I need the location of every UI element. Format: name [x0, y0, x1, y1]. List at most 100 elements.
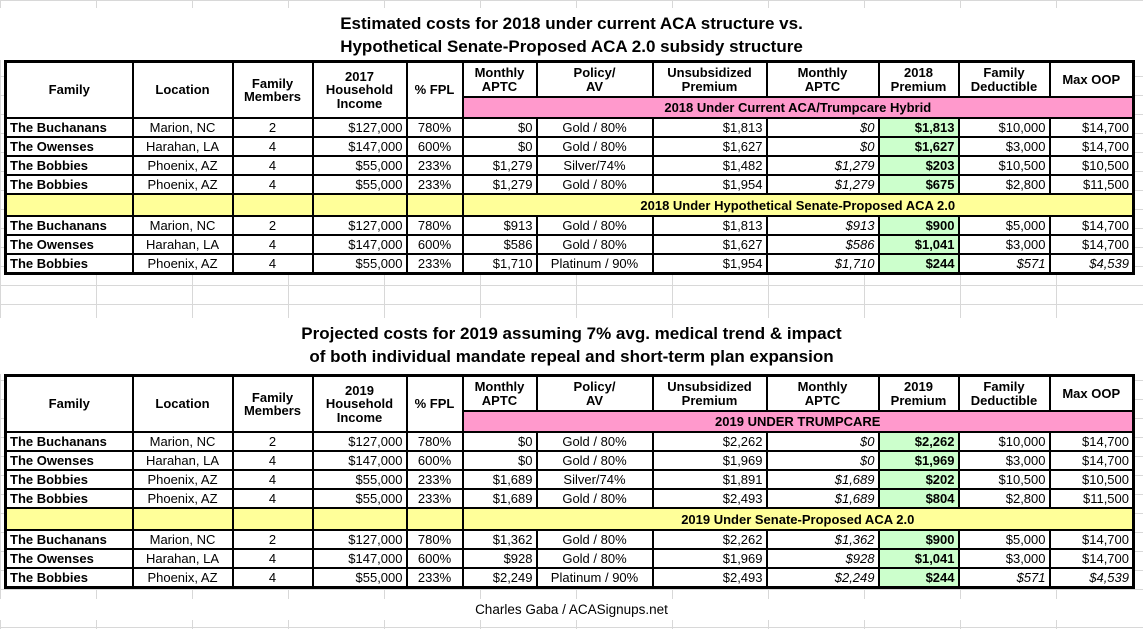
cell: $2,262: [651, 431, 768, 452]
cell: 600%: [405, 548, 464, 569]
cell: $55,000: [311, 469, 408, 490]
cell: 2: [231, 215, 314, 236]
cell: 233%: [405, 469, 464, 490]
cell: 780%: [405, 529, 464, 550]
section-banner: 2019 UNDER TRUMPCARE: [461, 410, 1135, 433]
cell: $147,000: [311, 548, 408, 569]
cell: 233%: [405, 488, 464, 509]
separator-cell: [4, 193, 134, 217]
cell: $14,700: [1048, 450, 1135, 471]
cell: $11,500: [1048, 174, 1135, 195]
cell: $11,500: [1048, 488, 1135, 509]
cell: Harahan, LA: [131, 450, 234, 471]
table-row: The Buchanans Marion, NC 2 $127,000 780% $913…: [4, 215, 1135, 236]
cell: Marion, NC: [131, 117, 234, 138]
column-header: Monthly APTC: [461, 374, 538, 412]
cell: $127,000: [311, 117, 408, 138]
separator-banner-row: 2018 Under Hypothetical Senate-Proposed …: [4, 193, 1135, 217]
cell: $1,689: [765, 469, 880, 490]
column-header: Monthly APTC: [461, 60, 538, 98]
separator-cell: [131, 507, 234, 531]
cell: $1,891: [651, 469, 768, 490]
cell: Platinum / 90%: [535, 567, 654, 588]
column-header: Policy/ AV: [535, 60, 654, 98]
cell: $147,000: [311, 234, 408, 255]
separator-cell: [231, 507, 314, 531]
family-cell: The Buchanans: [4, 529, 134, 550]
cost-table-2018: Family Location Family Members 2017 Househo…: [4, 60, 1135, 275]
cell: 4: [231, 174, 314, 195]
cell: $1,689: [461, 488, 538, 509]
cell: 233%: [405, 567, 464, 588]
table-row: The Bobbies Phoenix, AZ 4 $55,000 233% $1,279…: [4, 155, 1135, 176]
table2-title: Projected costs for 2019 assuming 7% avg…: [0, 318, 1143, 374]
cell: $1,969: [651, 548, 768, 569]
cell: $1,362: [461, 529, 538, 550]
cell: $10,500: [957, 155, 1051, 176]
cell: 600%: [405, 234, 464, 255]
cell: Phoenix, AZ: [131, 567, 234, 588]
section-banner: 2018 Under Current ACA/Trumpcare Hybrid: [461, 96, 1135, 119]
separator-cell: [405, 507, 464, 531]
column-header: Family Members: [231, 60, 314, 119]
column-header: Max OOP: [1048, 60, 1135, 98]
family-cell: The Bobbies: [4, 253, 134, 274]
cell: $55,000: [311, 155, 408, 176]
cell: $10,000: [957, 117, 1051, 138]
cell: $1,041: [877, 548, 960, 569]
cell: $586: [765, 234, 880, 255]
cell: Phoenix, AZ: [131, 155, 234, 176]
cell: $55,000: [311, 174, 408, 195]
cell: $147,000: [311, 136, 408, 157]
column-header: 2017 Household Income: [311, 60, 408, 119]
cell: $1,279: [461, 155, 538, 176]
cost-table-2019: Family Location Family Members 2019 Househo…: [4, 374, 1135, 589]
cell: Gold / 80%: [535, 548, 654, 569]
cell: $1,627: [651, 136, 768, 157]
column-header: 2018 Premium: [877, 60, 960, 98]
separator-cell: [311, 193, 408, 217]
cell: $0: [461, 450, 538, 471]
separator-banner-row: 2019 Under Senate-Proposed ACA 2.0: [4, 507, 1135, 531]
cell: $10,500: [957, 469, 1051, 490]
cell: 4: [231, 234, 314, 255]
cell: 2: [231, 529, 314, 550]
separator-cell: [405, 193, 464, 217]
section-banner: 2019 Under Senate-Proposed ACA 2.0: [461, 507, 1135, 531]
cell: $244: [877, 253, 960, 274]
cell: $4,539: [1048, 253, 1135, 274]
cell: $14,700: [1048, 215, 1135, 236]
cell: 780%: [405, 215, 464, 236]
cell: $10,000: [957, 431, 1051, 452]
family-cell: The Owenses: [4, 548, 134, 569]
cell: 4: [231, 450, 314, 471]
cell: $3,000: [957, 450, 1051, 471]
cell: $571: [957, 253, 1051, 274]
separator-cell: [131, 193, 234, 217]
cell: $202: [877, 469, 960, 490]
cell: $586: [461, 234, 538, 255]
cell: $0: [765, 450, 880, 471]
cell: $127,000: [311, 431, 408, 452]
cell: $900: [877, 215, 960, 236]
cell: $127,000: [311, 215, 408, 236]
cost-table-2018-container: Family Location Family Members 2017 Househo…: [4, 60, 1135, 275]
separator-cell: [4, 507, 134, 531]
cell: $1,954: [651, 174, 768, 195]
cell: $14,700: [1048, 117, 1135, 138]
table2-title-line2: of both individual mandate repeal and sh…: [309, 347, 834, 366]
table-row: The Owenses Harahan, LA 4 $147,000 600% $0 Gol…: [4, 136, 1135, 157]
cell: $1,969: [877, 450, 960, 471]
cell: $1,279: [765, 174, 880, 195]
cell: $913: [765, 215, 880, 236]
cell: $2,493: [651, 488, 768, 509]
cell: 600%: [405, 136, 464, 157]
column-header: Monthly APTC: [765, 60, 880, 98]
family-cell: The Bobbies: [4, 488, 134, 509]
cell: 600%: [405, 450, 464, 471]
cell: $1,710: [461, 253, 538, 274]
cell: $5,000: [957, 529, 1051, 550]
cell: Gold / 80%: [535, 136, 654, 157]
cell: Phoenix, AZ: [131, 469, 234, 490]
